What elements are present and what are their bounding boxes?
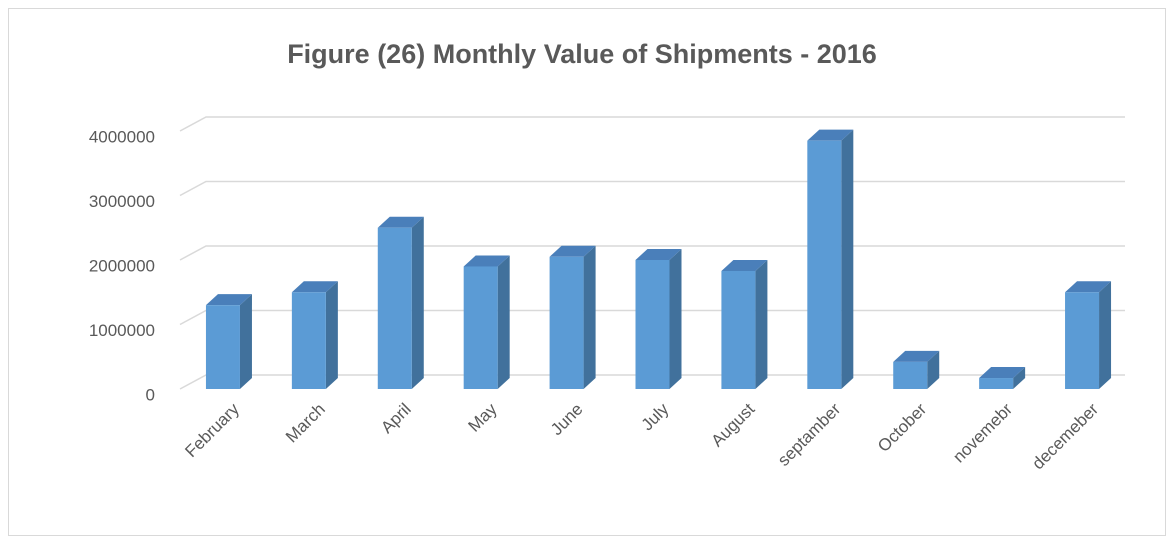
bar-side [669, 249, 682, 389]
bar-front [377, 227, 412, 389]
bar-side [1013, 367, 1026, 389]
bar-side [325, 281, 338, 389]
bar-front [205, 305, 240, 389]
bar-side [239, 294, 252, 389]
bar [807, 129, 854, 390]
chart-title: Figure (26) Monthly Value of Shipments -… [287, 39, 877, 69]
bar-front [979, 378, 1014, 389]
bar-front [893, 361, 928, 389]
bar-side [927, 350, 940, 389]
bar-top [205, 294, 252, 306]
bar [463, 255, 510, 389]
bar [721, 259, 768, 389]
y-tick-label: 1000000 [89, 321, 155, 340]
y-tick-label: 4000000 [89, 127, 155, 146]
bar-front [463, 266, 498, 389]
bar-top [377, 216, 424, 228]
bar [291, 281, 338, 389]
bar-front [721, 270, 756, 389]
bar [893, 350, 940, 389]
y-tick-label: 2000000 [89, 256, 155, 275]
bar-front [549, 256, 584, 389]
bar-front [635, 260, 670, 389]
bar-top [463, 255, 510, 267]
bar [205, 294, 252, 389]
bar-top [979, 367, 1026, 379]
bar [377, 216, 424, 389]
bar-top [1065, 281, 1112, 293]
bar-top [291, 281, 338, 293]
bar-top [807, 129, 854, 141]
grid-line [179, 116, 1125, 132]
bar-front [1065, 292, 1100, 389]
bar-side [411, 216, 424, 389]
bar-top [549, 245, 596, 257]
bar [635, 249, 682, 389]
bar-top [721, 259, 768, 271]
bar-side [1099, 281, 1112, 389]
bar-top [635, 249, 682, 260]
y-tick-label: 3000000 [89, 192, 155, 211]
y-tick-label: 0 [146, 385, 155, 404]
bar-top [893, 350, 940, 362]
bar-front [807, 140, 842, 389]
bar [979, 367, 1026, 389]
bar-front [291, 292, 326, 389]
bar-side [755, 259, 768, 389]
bar-side [583, 245, 596, 389]
bar [1065, 281, 1112, 389]
bar [549, 245, 596, 389]
bar-side [497, 255, 510, 389]
bar-side [841, 129, 854, 390]
